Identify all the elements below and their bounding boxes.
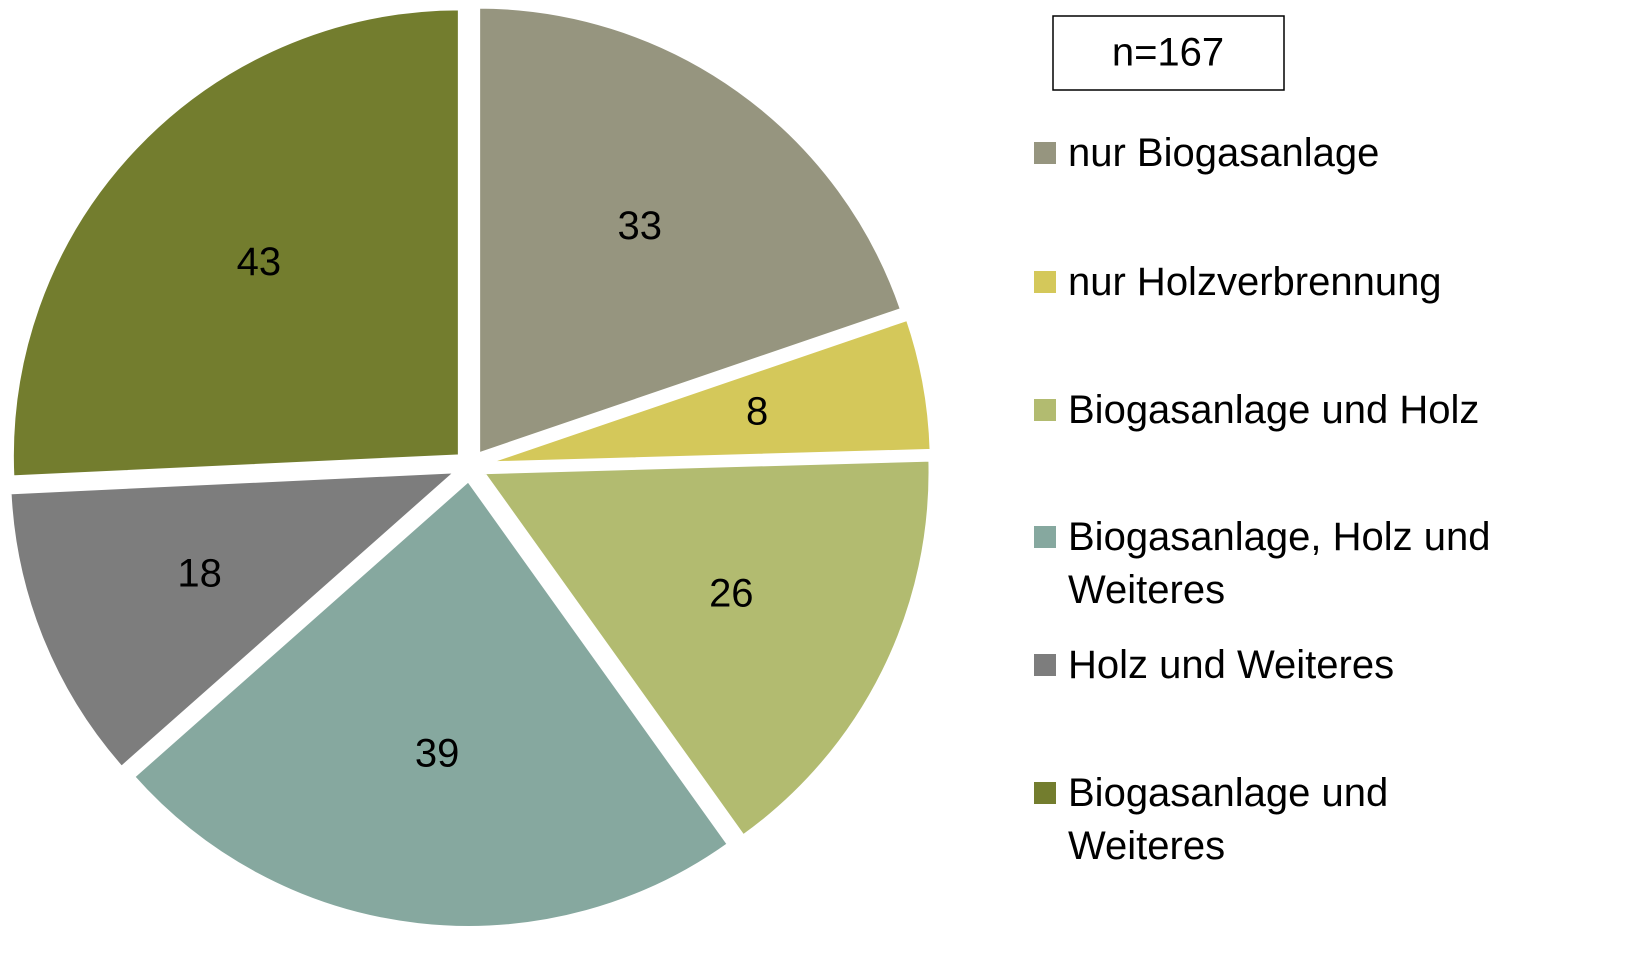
pie-slice — [130, 476, 732, 930]
data-label: 33 — [617, 204, 662, 248]
data-label: 18 — [177, 551, 222, 595]
pie-slice — [7, 469, 463, 771]
legend-label: Biogasanlage und Holz — [1068, 388, 1480, 432]
legend-label: nur Holzverbrennung — [1068, 260, 1442, 304]
legend-item: nur Holzverbrennung — [1034, 256, 1594, 309]
legend-item: Biogasanlage und Holz — [1034, 384, 1594, 437]
annotation-box — [1052, 15, 1285, 91]
data-label: 43 — [237, 240, 282, 284]
legend-swatch — [1034, 399, 1056, 421]
legend-swatch — [1034, 526, 1056, 548]
legend-swatch — [1034, 271, 1056, 293]
data-label: 8 — [746, 390, 768, 434]
legend-swatch — [1034, 142, 1056, 164]
legend-item: Biogasanlage und Weiteres — [1034, 767, 1454, 873]
legend-item: Holz und Weiteres — [1034, 639, 1594, 692]
pie-slice — [9, 6, 462, 480]
legend-item: nur Biogasanlage — [1034, 127, 1594, 180]
legend-swatch — [1034, 654, 1056, 676]
pie-slice — [478, 457, 933, 840]
legend-swatch — [1034, 782, 1056, 804]
legend-label: Biogasanlage und Weiteres — [1068, 771, 1389, 868]
pie-slice — [483, 316, 934, 466]
legend-label: Holz und Weiteres — [1068, 643, 1395, 687]
legend-item: Biogasanlage, Holz und Weiteres — [1034, 511, 1594, 617]
annotation: n=167 — [1112, 31, 1224, 75]
legend-label: Biogasanlage, Holz und Weiteres — [1068, 515, 1491, 612]
pie-slice — [476, 4, 905, 458]
legend-label: nur Biogasanlage — [1068, 131, 1380, 175]
data-label: 26 — [709, 571, 754, 615]
data-label: 39 — [415, 731, 460, 775]
